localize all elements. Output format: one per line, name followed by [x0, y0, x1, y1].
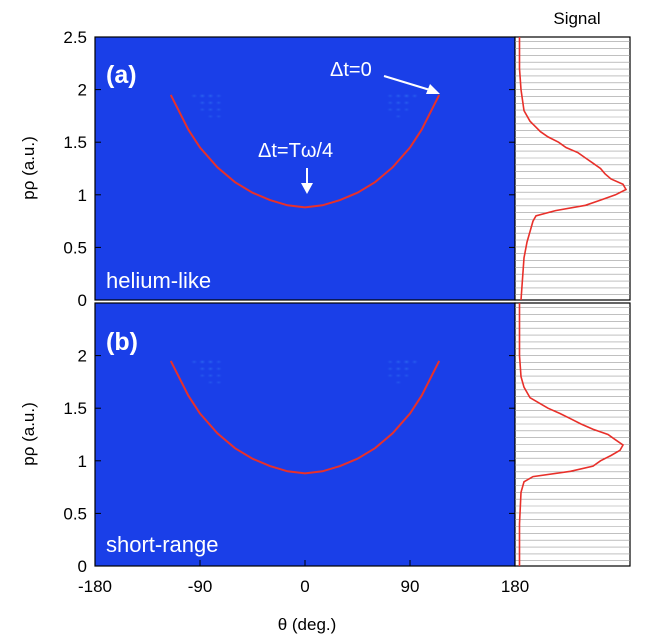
annotation-dtquarter: Δt=Tω/4 [258, 140, 333, 162]
fringe-dot [411, 359, 419, 365]
panel-b-curve [169, 360, 441, 475]
panel-b-tag: (b) [106, 328, 138, 356]
fringe-dot [190, 93, 198, 99]
panel-b-fringes [190, 359, 419, 385]
signal-a-line [518, 37, 628, 301]
x-tick-label: 90 [401, 577, 420, 596]
fringe-dot [402, 359, 411, 365]
fringe-dot [215, 373, 223, 378]
fringe-dot [394, 93, 402, 99]
annotation-dt0-arrow [383, 75, 440, 94]
panel-a-background [95, 37, 515, 300]
x-tick-label: 0 [300, 577, 309, 596]
y-tick-label: 1 [78, 186, 87, 205]
panel-b-name: short-range [106, 532, 219, 557]
fringe-dot [394, 107, 402, 112]
fringe-dot [386, 373, 394, 378]
y-tick-label: 0.5 [63, 504, 87, 523]
signal-title: Signal [553, 9, 600, 28]
y-tick-label: 1 [78, 452, 87, 471]
fringe-dot [207, 114, 214, 119]
y-tick-label: 2.5 [63, 28, 87, 47]
y-tick-label: 0 [78, 291, 87, 310]
fringe-dot [198, 359, 206, 365]
fringe-dot [206, 93, 215, 99]
fringe-dot [215, 380, 223, 385]
fringe-dot [394, 373, 402, 378]
fringe-dot [198, 100, 206, 106]
panel-a: (a) helium-like Δt=0 Δt=Tω/4 [94, 36, 516, 301]
fringe-dot [386, 359, 394, 365]
fringe-dot [190, 359, 198, 365]
panel-b: (b) short-range [94, 302, 516, 567]
y-tick-label: 2 [78, 81, 87, 100]
y-tick-label: 0 [78, 557, 87, 576]
signal-b-line [518, 303, 625, 566]
fringe-dot [198, 107, 206, 112]
panel-b-background [95, 303, 515, 566]
fringe-dot [394, 366, 402, 372]
fringe-dot [394, 114, 402, 119]
fringe-dot [403, 107, 410, 112]
fringe-dot [386, 93, 394, 99]
fringe-dot [215, 114, 223, 119]
x-tick-label: -90 [188, 577, 213, 596]
fringe-dot [207, 380, 214, 385]
x-tick-label: -180 [78, 577, 112, 596]
fringe-dot [386, 100, 394, 106]
y-axis-label-b-text: pρ (a.u.) [19, 402, 38, 466]
panel-a-fringes [190, 93, 419, 119]
fringe-dot [206, 100, 215, 106]
fringe-dot [411, 93, 419, 99]
fringe-dot [207, 373, 214, 378]
fringe-dot [215, 100, 223, 106]
fringe-dot [215, 93, 223, 99]
y-axis-label-b: pρ (a.u.) [19, 402, 38, 466]
fringe-dot [403, 373, 410, 378]
y-axis-label-a-text: pρ (a.u.) [19, 136, 38, 200]
y-tick-label: 1.5 [63, 133, 87, 152]
x-axis-label: θ (deg.) [278, 615, 337, 634]
panel-a-name: helium-like [106, 268, 211, 293]
fringe-dot [215, 107, 223, 112]
fringe-dot [386, 107, 394, 112]
signal-panel-b [514, 302, 631, 567]
fringe-dot [402, 93, 411, 99]
fringe-dot [206, 366, 215, 372]
fringe-dot [207, 107, 214, 112]
fringe-dot [198, 366, 206, 372]
fringe-dot [394, 100, 402, 106]
fringe-dot [394, 359, 402, 365]
fringe-dot [215, 366, 223, 372]
fringe-dot [198, 373, 206, 378]
y-axis-label-a: pρ (a.u.) [19, 136, 38, 200]
y-tick-label: 1.5 [63, 399, 87, 418]
annotation-dt0: Δt=0 [330, 59, 372, 81]
y-tick-label: 2 [78, 347, 87, 366]
y-tick-label: 0.5 [63, 238, 87, 257]
panel-a-tag: (a) [106, 61, 137, 89]
x-tick-label: 180 [501, 577, 529, 596]
fringe-dot [402, 100, 411, 106]
fringe-dot [386, 366, 394, 372]
fringe-dot [402, 366, 411, 372]
annotation-dtquarter-arrow [301, 168, 313, 194]
fringe-dot [215, 359, 223, 365]
fringe-dot [206, 359, 215, 365]
fringe-dot [394, 380, 402, 385]
signal-panel-a [514, 36, 631, 301]
panel-a-curve [169, 94, 441, 209]
fringe-dot [198, 93, 206, 99]
